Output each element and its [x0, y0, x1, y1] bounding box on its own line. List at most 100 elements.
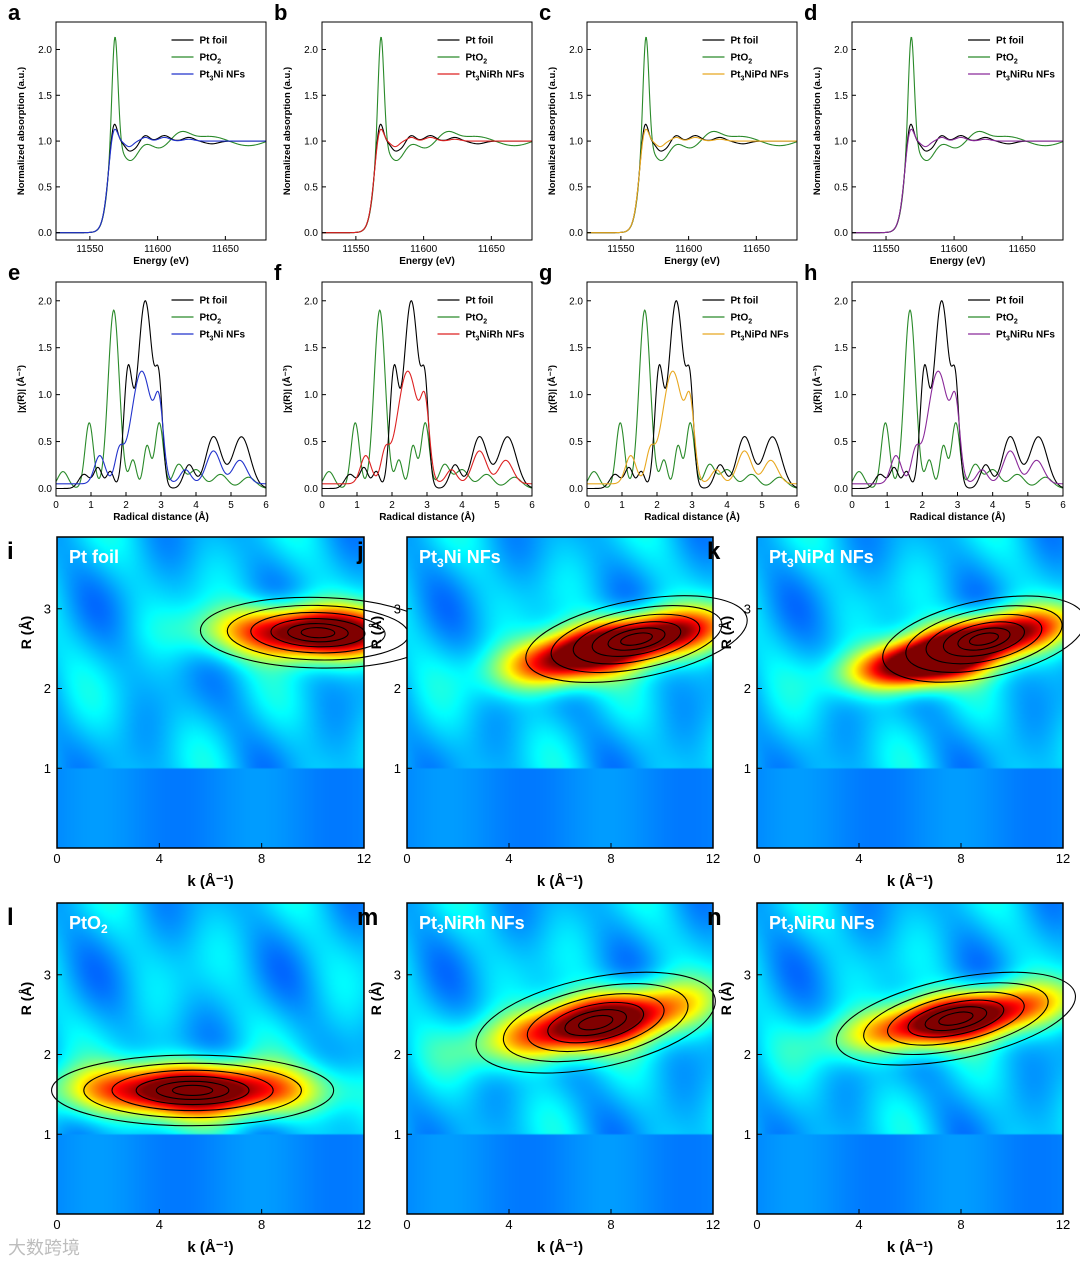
contour-line [607, 627, 666, 651]
panel-title: Pt3NiPd NFs [769, 547, 874, 570]
panel-letter: e [8, 260, 20, 285]
legend-entry: Pt3Ni NFs [200, 70, 246, 83]
y-tick-label: 0.5 [569, 437, 583, 448]
panel-title: Pt foil [69, 547, 119, 567]
contour-line [620, 632, 653, 646]
x-tick-label: 0 [53, 851, 60, 866]
pto2-curve [322, 309, 532, 489]
y-tick-label: 1.5 [569, 343, 583, 354]
contour-line [171, 1084, 214, 1096]
panel-a: 11550 11600 11650 0.0 0.5 1.0 1.5 2.0 Energy (eV… [8, 0, 267, 267]
legend-entry: Pt foil [731, 296, 759, 307]
x-tick-label: 12 [357, 1217, 371, 1232]
y-tick-label: 1.0 [38, 137, 52, 148]
x-axis-label: Radical distance (Å) [910, 510, 1006, 523]
x-tick-label: 8 [607, 1217, 614, 1232]
y-tick-label: 1.5 [38, 343, 52, 354]
x-tick-label: 11600 [675, 244, 703, 255]
legend-entry: PtO2 [731, 53, 753, 66]
y-tick-label: 0.5 [304, 437, 318, 448]
y-tick-label: 0.0 [38, 228, 52, 239]
x-axis-label: k (Å⁻¹) [537, 873, 583, 890]
panel-letter: g [539, 260, 552, 285]
x-axis-label: Radical distance (Å) [644, 510, 740, 523]
contour-line [111, 1069, 274, 1112]
x-tick-label: 6 [794, 500, 800, 511]
y-tick-label: 0.5 [38, 437, 52, 448]
contour-line [287, 623, 349, 643]
legend-entry: Pt foil [200, 296, 228, 307]
y-tick-label: 3 [44, 967, 51, 982]
y-tick-label: 1.0 [569, 390, 583, 401]
x-tick-label: 4 [156, 851, 163, 866]
legend-entry: PtO2 [200, 53, 222, 66]
legend-entry: PtO2 [996, 53, 1018, 66]
contour-line [942, 621, 1025, 657]
sample-curve [587, 370, 797, 485]
panel-e: 0 1 2 3 4 5 6 0.0 0.5 1.0 1.5 2.0 Radical distance (… [8, 260, 269, 523]
y-tick-label: 2.0 [38, 296, 52, 307]
axes-frame [56, 902, 365, 1215]
heatmap-image [757, 903, 1063, 1214]
axes-frame [756, 902, 1064, 1215]
y-tick-label: 1.5 [304, 343, 318, 354]
contour-line [547, 1001, 645, 1044]
legend-entry: Pt foil [731, 36, 759, 47]
pto2-curve [852, 309, 1063, 489]
x-tick-label: 12 [706, 1217, 720, 1232]
x-tick-label: 1 [354, 500, 360, 511]
panel-letter: f [274, 260, 282, 285]
axes-frame [55, 21, 267, 241]
legend-entry: Pt foil [200, 36, 228, 47]
x-tick-label: 4 [990, 500, 996, 511]
y-tick-label: 0.5 [304, 182, 318, 193]
legend-entry: Pt3NiRu NFs [996, 70, 1055, 83]
y-tick-label: 2 [394, 681, 401, 696]
x-tick-label: 11550 [76, 244, 104, 255]
x-tick-label: 0 [753, 851, 760, 866]
y-tick-label: 2.0 [304, 45, 318, 56]
y-tick-label: 1.5 [38, 91, 52, 102]
y-axis-label: Normalized absorption (a.u.) [812, 67, 823, 195]
sample-curve [56, 128, 266, 234]
panel-letter: a [8, 0, 21, 25]
y-axis-label: |χ(R)| (Å⁻³) [547, 365, 558, 413]
y-axis-label: R (Å) [18, 982, 34, 1015]
x-axis-label: Radical distance (Å) [379, 510, 475, 523]
x-tick-label: 6 [263, 500, 269, 511]
y-tick-label: 0.0 [304, 228, 318, 239]
heatmap-image [757, 537, 1063, 848]
y-axis-label: R (Å) [718, 982, 734, 1015]
contour-line [135, 1075, 250, 1106]
contour-line [572, 613, 701, 665]
heatmap-image [57, 903, 364, 1214]
x-tick-label: 11650 [1009, 244, 1037, 255]
x-tick-label: 6 [529, 500, 535, 511]
contour-line [475, 971, 716, 1074]
panel-d: 11550 11600 11650 0.0 0.5 1.0 1.5 2.0 Energy (eV… [804, 0, 1064, 267]
contour-line [83, 1062, 302, 1119]
contour-line [882, 595, 1080, 683]
x-tick-label: 6 [1060, 500, 1066, 511]
x-axis-label: Energy (eV) [664, 256, 720, 267]
y-tick-label: 0.5 [834, 437, 848, 448]
x-tick-label: 2 [920, 500, 926, 511]
panel-letter: m [357, 904, 378, 931]
y-tick-label: 2.0 [569, 45, 583, 56]
x-tick-label: 8 [957, 1217, 964, 1232]
x-tick-label: 4 [724, 500, 730, 511]
axes-frame [851, 21, 1064, 241]
panel-f: 0 1 2 3 4 5 6 0.0 0.5 1.0 1.5 2.0 Radical distance (… [274, 260, 535, 523]
panel-title: Pt3Ni NFs [419, 547, 501, 570]
legend-entry: Pt foil [466, 296, 494, 307]
x-tick-label: 12 [357, 851, 371, 866]
x-axis-label: k (Å⁻¹) [887, 873, 933, 890]
x-tick-label: 5 [494, 500, 500, 511]
axes-frame [756, 536, 1064, 849]
x-tick-label: 0 [849, 500, 855, 511]
y-tick-label: 1.0 [569, 137, 583, 148]
y-tick-label: 2.0 [569, 296, 583, 307]
contour-line [907, 999, 1005, 1038]
y-tick-label: 1.0 [304, 137, 318, 148]
